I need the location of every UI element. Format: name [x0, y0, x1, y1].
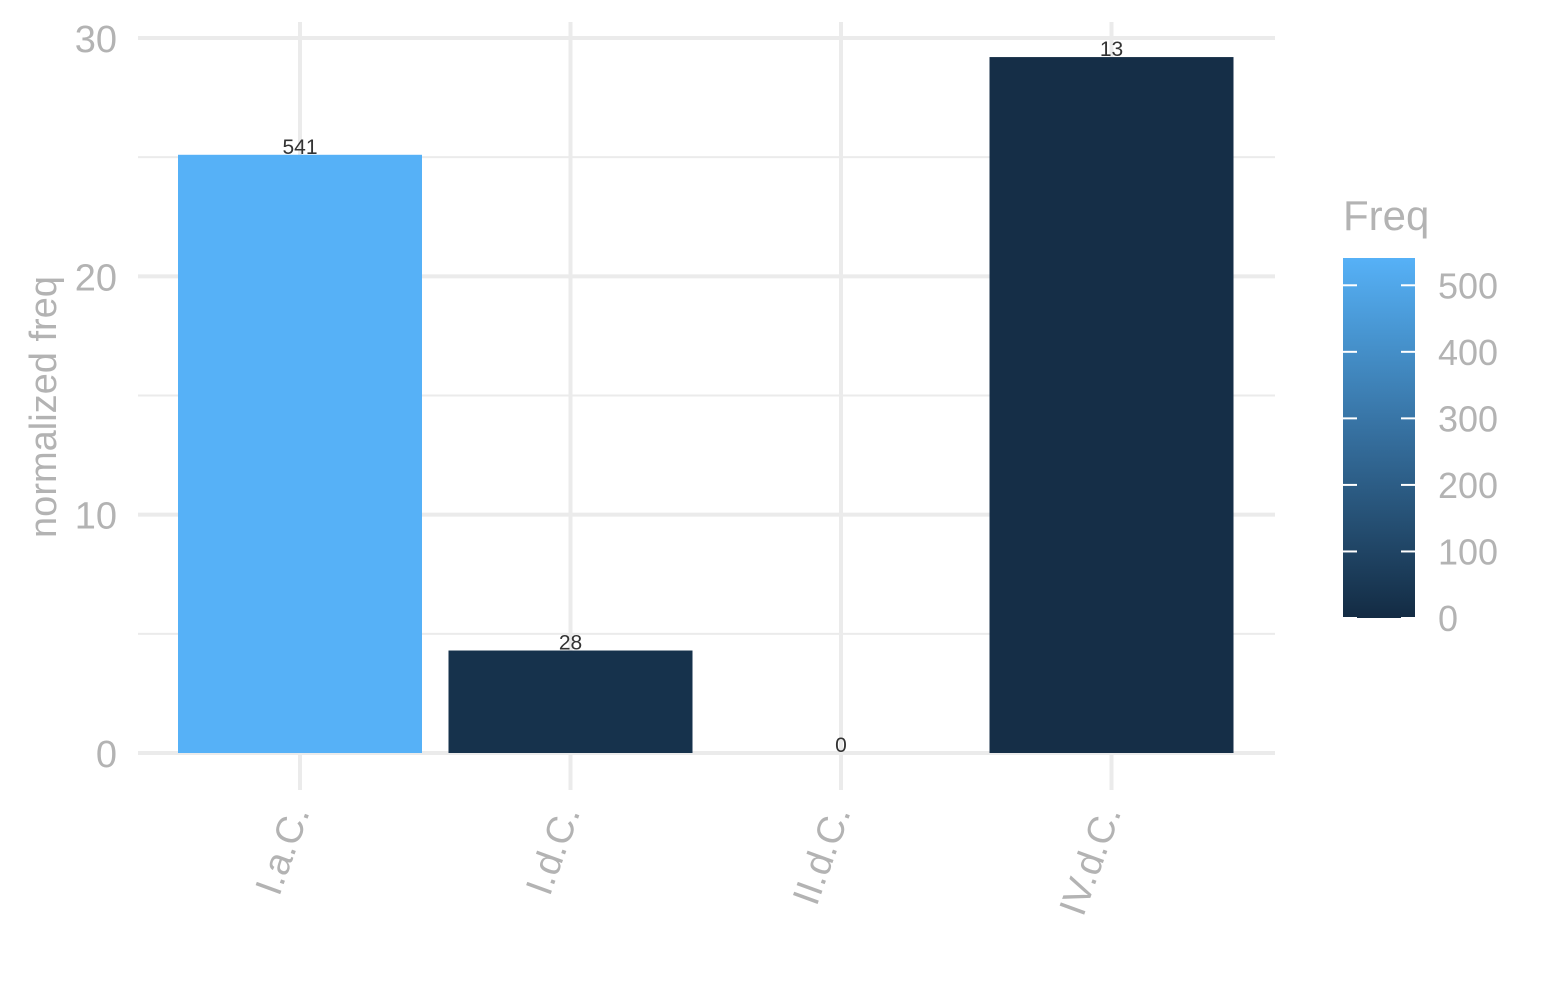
- x-axis: I.a.C. I.d.C. II.d.C. IV.d.C.: [248, 801, 1130, 921]
- x-tick-label: II.d.C.: [785, 801, 859, 911]
- y-tick-label: 20: [75, 257, 117, 299]
- bar-value-label: 28: [559, 632, 582, 655]
- bar: [448, 650, 693, 753]
- y-tick-label: 30: [75, 19, 117, 61]
- bar: [178, 154, 422, 754]
- bar-value-label: 0: [835, 734, 847, 757]
- colorbar-tick-label: 200: [1438, 465, 1498, 506]
- x-tick-label: IV.d.C.: [1052, 801, 1130, 921]
- y-tick-label: 10: [75, 496, 117, 538]
- bar: [989, 57, 1234, 754]
- bar-value-label: 13: [1100, 38, 1123, 61]
- bar-value-label: 541: [282, 136, 317, 159]
- bar-value-labels: 541 28 0 13: [282, 38, 1123, 757]
- colorbar-tick-label: 300: [1438, 398, 1498, 439]
- colorbar-legend: Freq 0 100 200 300 400 500: [1343, 192, 1498, 639]
- colorbar-tick-label: 100: [1438, 531, 1498, 572]
- y-axis-title: normalized freq: [23, 276, 65, 538]
- colorbar-tick-label: 0: [1438, 598, 1458, 639]
- colorbar-tick-label: 400: [1438, 332, 1498, 373]
- y-axis: 0 10 20 30: [75, 19, 117, 776]
- legend-title: Freq: [1343, 192, 1429, 239]
- x-tick-label: I.a.C.: [248, 801, 319, 901]
- x-tick-label: I.d.C.: [518, 801, 589, 901]
- y-tick-label: 0: [96, 734, 117, 776]
- bars: [178, 57, 1234, 754]
- colorbar: [1343, 258, 1415, 618]
- colorbar-tick-label: 500: [1438, 265, 1498, 306]
